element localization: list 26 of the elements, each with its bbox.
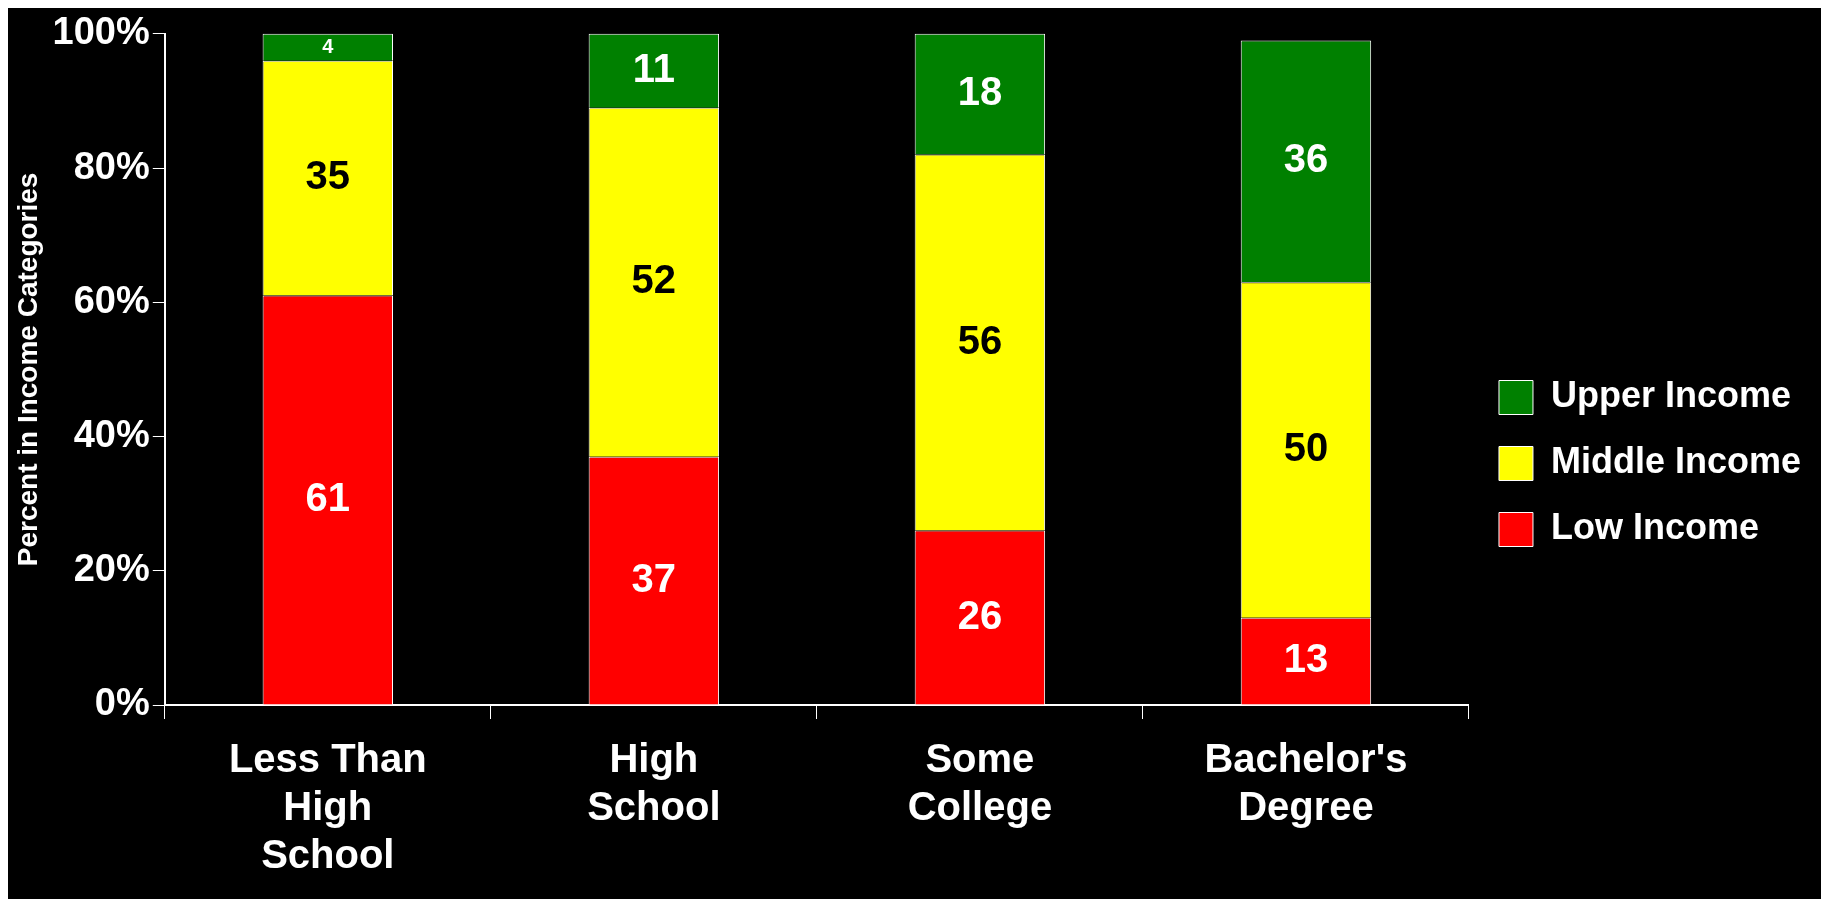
y-tick-label: 40% [73, 413, 150, 455]
x-tick-label: Some College [907, 736, 1053, 829]
data-label: 26 [957, 592, 1003, 637]
legend-label: Upper Income [1550, 374, 1792, 416]
data-label: 4 [322, 34, 335, 57]
y-tick-label: 100% [52, 10, 150, 53]
data-label: 52 [631, 257, 677, 302]
x-tick-label: High School [587, 736, 721, 829]
y-axis-title: Percent in Income Categories [11, 172, 43, 567]
data-label: 18 [957, 69, 1003, 114]
y-tick-label: 80% [73, 144, 150, 187]
y-tick-label: 20% [73, 547, 150, 590]
x-tick-label: Less Than High School [228, 736, 427, 877]
y-tick-label: 60% [73, 278, 150, 321]
y-tick-label: 0% [94, 681, 150, 724]
data-label: 50 [1283, 424, 1329, 469]
data-label: 13 [1283, 636, 1329, 681]
data-label: 61 [305, 475, 351, 520]
data-label: 56 [957, 317, 1003, 362]
legend-label: Middle Income [1550, 440, 1801, 482]
data-label: 37 [631, 555, 677, 600]
data-label: 36 [1283, 136, 1329, 181]
x-tick-label: Bachelor's Degree [1204, 736, 1408, 829]
data-label: 11 [632, 45, 676, 90]
data-label: 35 [305, 153, 351, 198]
legend-label: Low Income [1550, 506, 1759, 548]
